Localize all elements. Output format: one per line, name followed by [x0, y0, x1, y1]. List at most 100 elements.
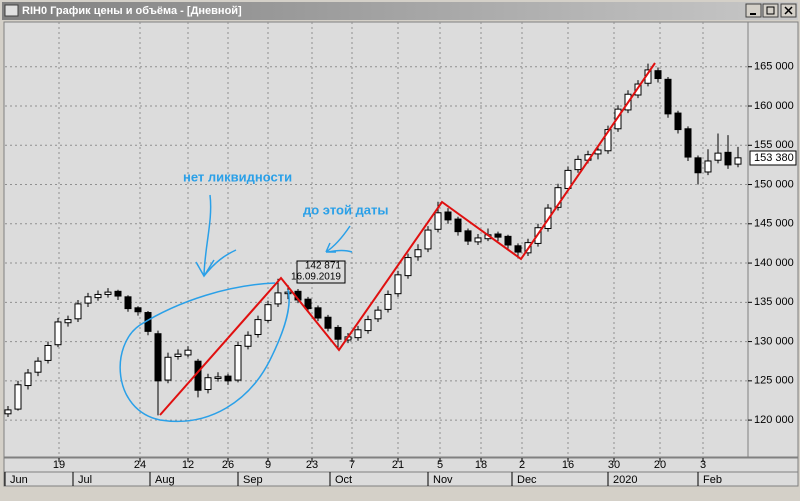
candle-body — [164, 356, 172, 381]
month-label: Aug — [155, 474, 175, 486]
candle-body — [274, 292, 282, 305]
candle-body — [734, 157, 742, 165]
candle-body — [494, 233, 502, 238]
x-tick-label: 19 — [53, 459, 65, 471]
y-tick-label: 135 000 — [754, 296, 794, 308]
candle-body — [714, 152, 722, 161]
candle-body — [354, 329, 362, 339]
y-tick-label: 130 000 — [754, 335, 794, 347]
x-tick-label: 18 — [475, 459, 487, 471]
zigzag-line — [159, 62, 656, 416]
candle-body — [704, 160, 712, 173]
y-tick-label: 160 000 — [754, 100, 794, 112]
candle-body — [424, 229, 432, 250]
candle-body — [724, 151, 732, 166]
month-label: Oct — [335, 474, 352, 486]
x-tick-label: 30 — [608, 459, 620, 471]
candle-body — [604, 129, 612, 152]
title-bar — [2, 2, 798, 20]
candle-body — [394, 274, 402, 295]
candle-body — [504, 235, 512, 246]
candle-body — [314, 307, 322, 319]
arrow-right — [325, 225, 353, 253]
x-tick-label: 20 — [654, 459, 666, 471]
candle-body — [114, 290, 122, 297]
candle-body — [414, 249, 422, 258]
y-tick-label: 150 000 — [754, 178, 794, 190]
candle-body — [224, 375, 232, 382]
candle-body — [264, 304, 272, 321]
candle-body — [384, 293, 392, 310]
window-title: RIH0 График цены и объёма - [Дневной] — [22, 5, 242, 17]
candle-body — [684, 128, 692, 158]
candle-body — [404, 257, 412, 277]
candle-body — [444, 211, 452, 221]
month-label: Feb — [703, 474, 722, 486]
candle-body — [124, 296, 132, 310]
candle-body — [694, 157, 702, 174]
month-axis — [3, 471, 799, 487]
cursor-date: 16.09.2019 — [291, 272, 341, 283]
candle-body — [154, 333, 162, 382]
candle-body — [554, 187, 562, 208]
candle-body — [214, 376, 222, 379]
maximize-button[interactable] — [762, 3, 779, 18]
x-tick-label: 9 — [265, 459, 271, 471]
x-tick-label: 3 — [700, 459, 706, 471]
close-icon — [784, 6, 793, 15]
last-price-label: 153 380 — [754, 152, 794, 164]
candle-body — [34, 360, 42, 373]
candle-body — [304, 298, 312, 310]
candle-body — [104, 291, 112, 295]
cursor-price: 142 871 — [305, 261, 342, 272]
price-axis — [747, 21, 799, 458]
candle-body — [174, 353, 182, 357]
window-buttons — [745, 3, 797, 18]
candle-body — [184, 349, 192, 356]
candle-body — [94, 293, 102, 299]
candle-body — [434, 212, 442, 230]
maximize-icon — [766, 6, 775, 15]
candle-body — [64, 319, 72, 324]
candle-body — [464, 230, 472, 242]
candle-body — [514, 245, 522, 253]
candle-body — [134, 307, 142, 313]
candle-body — [334, 326, 342, 340]
y-tick-label: 145 000 — [754, 218, 794, 230]
candle-body — [364, 319, 372, 332]
month-label: Sep — [243, 474, 263, 486]
month-label: Jun — [10, 474, 28, 486]
x-tick-label: 26 — [222, 459, 234, 471]
candle-body — [564, 169, 572, 189]
window-icon — [4, 4, 19, 17]
candle-body — [204, 377, 212, 390]
x-tick-label: 7 — [349, 459, 355, 471]
minimize-button[interactable] — [745, 3, 762, 18]
candle-body — [234, 345, 242, 381]
candle-body — [664, 78, 672, 115]
candle-body — [614, 108, 622, 130]
x-tick-label: 21 — [392, 459, 404, 471]
y-tick-label: 140 000 — [754, 257, 794, 269]
candle-body — [244, 334, 252, 347]
candle-body — [654, 70, 662, 80]
x-tick-label: 24 — [134, 459, 146, 471]
y-tick-label: 125 000 — [754, 375, 794, 387]
annotation: до этой даты — [303, 202, 389, 217]
candle-body — [254, 319, 262, 336]
last-price-box — [749, 150, 797, 166]
y-tick-label: 120 000 — [754, 414, 794, 426]
plot-area — [3, 21, 749, 458]
y-tick-label: 155 000 — [754, 139, 794, 151]
candle-body — [14, 384, 22, 410]
candle-body — [324, 316, 332, 329]
x-tick-label: 12 — [182, 459, 194, 471]
x-tick-label: 23 — [306, 459, 318, 471]
candle-body — [674, 112, 682, 131]
highlight-circle — [119, 282, 290, 422]
chart-marks: 120 000 125 000 130 000 135 000 140 000 145 0… — [4, 22, 797, 486]
candle-body — [84, 296, 92, 304]
candle-body — [54, 321, 62, 346]
candle-body — [74, 303, 82, 320]
